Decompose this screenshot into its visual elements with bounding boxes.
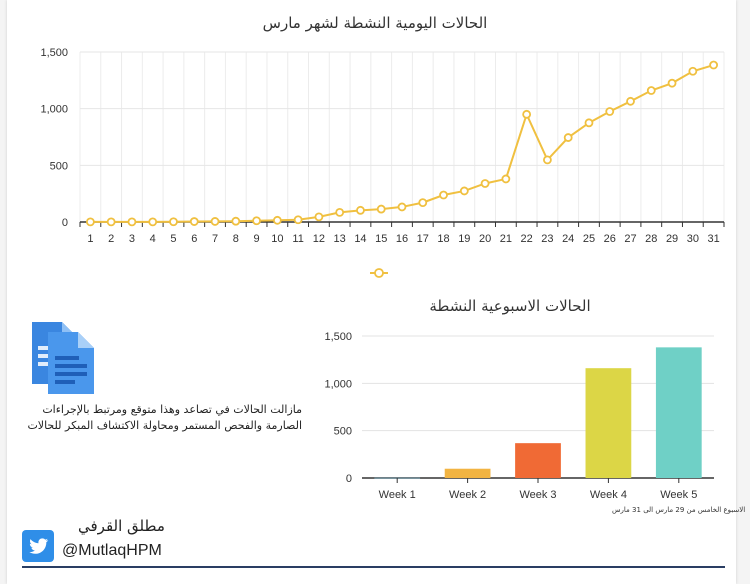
series-point xyxy=(646,86,656,95)
series-point xyxy=(293,215,303,225)
series-point xyxy=(667,78,677,88)
line-x-tick-label: 22 xyxy=(521,233,533,245)
series-point xyxy=(439,190,448,200)
line-x-tick-label: 23 xyxy=(541,233,553,245)
bar-y-tick-label: 1,000 xyxy=(324,378,352,390)
series-point xyxy=(397,202,407,212)
series-point xyxy=(626,96,635,106)
line-x-tick-label: 26 xyxy=(604,233,616,245)
line-x-tick-label: 6 xyxy=(191,233,197,245)
line-x-tick-label: 2 xyxy=(108,233,114,245)
line-x-tick-label: 29 xyxy=(666,233,678,245)
line-x-tick-label: 25 xyxy=(583,233,595,245)
line-x-tick-label: 11 xyxy=(292,233,303,245)
series-point xyxy=(189,217,199,226)
series-point xyxy=(335,207,345,217)
line-chart-title: الحالات اليومية النشطة لشهر مارس xyxy=(262,14,488,32)
bar-y-tick-label: 1,500 xyxy=(324,331,352,343)
series-point xyxy=(376,204,386,214)
series-point xyxy=(418,198,428,208)
author-handle[interactable]: @MutlaqHPM xyxy=(62,542,162,559)
bar-x-tick-label: Week 5 xyxy=(660,489,697,501)
line-y-tick-label: 1,500 xyxy=(40,47,68,59)
line-x-tick-label: 24 xyxy=(562,233,574,245)
line-x-tick-label: 12 xyxy=(313,233,325,245)
note-text: مازالت الحالات في تصاعد وهذا متوقع ومرتب… xyxy=(27,403,302,432)
bar-x-tick-label: Week 4 xyxy=(590,489,627,501)
bar-chart-title: الحالات الاسبوعية النشطة xyxy=(429,297,591,315)
series-point xyxy=(563,133,573,142)
line-y-tick-label: 1,000 xyxy=(40,104,68,116)
series-point xyxy=(605,107,615,116)
line-x-tick-label: 30 xyxy=(687,233,699,245)
bar-week-2 xyxy=(444,468,491,478)
author-name: مطلق القرفي xyxy=(78,517,165,535)
line-x-tick-label: 1 xyxy=(87,233,93,245)
line-x-tick-label: 10 xyxy=(271,233,283,245)
series-point xyxy=(688,66,698,76)
line-x-tick-label: 7 xyxy=(212,233,218,245)
series-point xyxy=(106,217,116,227)
line-x-tick-label: 21 xyxy=(500,233,512,245)
series-point xyxy=(709,60,719,70)
bar-week-4 xyxy=(585,368,632,478)
line-x-tick-label: 20 xyxy=(479,233,491,245)
series-point xyxy=(522,109,532,119)
line-x-tick-label: 17 xyxy=(417,233,429,245)
series-point xyxy=(543,155,552,165)
bar-y-tick-label: 0 xyxy=(346,473,352,485)
series-point xyxy=(501,174,511,184)
line-x-tick-label: 27 xyxy=(624,233,636,245)
series-point xyxy=(85,217,95,227)
series-point xyxy=(356,205,365,215)
line-x-tick-label: 31 xyxy=(707,233,719,245)
line-x-tick-label: 5 xyxy=(170,233,176,245)
line-x-tick-label: 8 xyxy=(233,233,239,245)
line-x-tick-label: 4 xyxy=(150,233,156,245)
line-x-tick-label: 14 xyxy=(354,233,366,245)
bar-week-3 xyxy=(515,443,561,478)
line-x-tick-label: 3 xyxy=(129,233,135,245)
series-point xyxy=(480,179,490,188)
series-point xyxy=(148,217,158,227)
series-point xyxy=(169,217,178,227)
line-x-tick-label: 19 xyxy=(458,233,470,245)
line-x-tick-label: 16 xyxy=(396,233,408,245)
line-x-tick-label: 28 xyxy=(645,233,657,245)
legend-marker xyxy=(374,268,384,278)
series-point xyxy=(459,186,469,196)
documents-icon xyxy=(32,322,94,394)
bar-x-tick-label: Week 1 xyxy=(379,489,416,501)
bar-x-tick-label: Week 3 xyxy=(519,489,556,501)
series-point xyxy=(272,215,282,225)
line-x-tick-label: 15 xyxy=(375,233,387,245)
footer-divider xyxy=(22,566,725,568)
line-x-tick-label: 18 xyxy=(437,233,449,245)
bar-y-tick-label: 500 xyxy=(334,426,352,438)
line-x-tick-label: 9 xyxy=(254,233,260,245)
series-point xyxy=(210,217,220,226)
line-x-tick-label: 13 xyxy=(334,233,346,245)
line-y-tick-label: 500 xyxy=(50,160,68,172)
series-point xyxy=(252,216,261,226)
series-point xyxy=(314,212,324,222)
bar-week-5 xyxy=(655,347,702,478)
twitter-bird-icon[interactable] xyxy=(22,530,54,562)
series-point xyxy=(127,217,137,227)
bar-chart-footnote: الاسبوع الخامس من 29 مارس الى 31 مارس xyxy=(612,506,746,514)
infographic-card xyxy=(7,0,736,584)
bar-x-tick-label: Week 2 xyxy=(449,489,486,501)
series-point xyxy=(231,216,241,226)
series-point xyxy=(584,118,594,128)
line-y-tick-label: 0 xyxy=(62,217,68,229)
